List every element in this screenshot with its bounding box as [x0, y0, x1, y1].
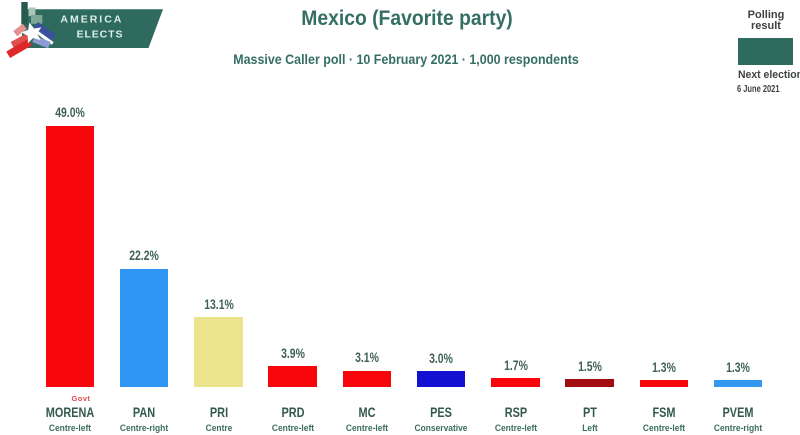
svg-text:AMERICA: AMERICA	[60, 14, 123, 26]
svg-text:ELECTS: ELECTS	[77, 28, 124, 40]
